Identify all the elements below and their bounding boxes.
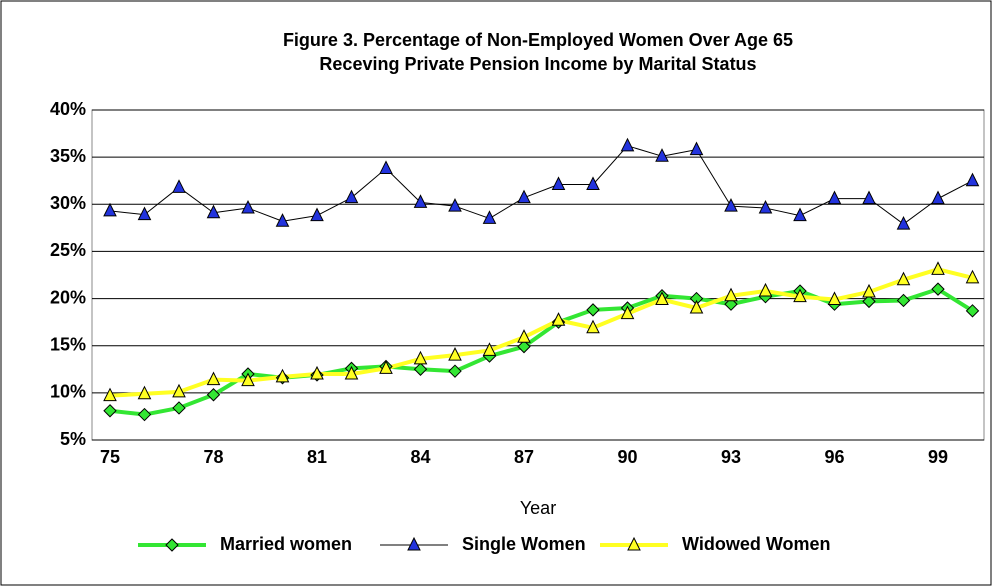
marker <box>172 401 186 415</box>
marker <box>758 282 773 297</box>
marker <box>862 283 876 298</box>
marker <box>551 312 566 326</box>
marker <box>482 342 497 356</box>
series-line <box>109 145 973 225</box>
marker <box>137 206 152 221</box>
marker <box>275 368 290 383</box>
marker <box>517 339 531 354</box>
y-tick-label: 40% <box>50 99 86 119</box>
marker <box>137 385 152 400</box>
x-tick-label: 87 <box>514 447 534 467</box>
legend-label: Married women <box>220 534 352 554</box>
marker <box>206 371 221 386</box>
marker <box>862 190 876 205</box>
x-tick-label: 90 <box>617 447 637 467</box>
marker <box>586 176 600 190</box>
marker <box>724 198 738 212</box>
legend-label: Single Women <box>462 534 586 554</box>
marker <box>103 202 117 217</box>
marker <box>344 365 359 380</box>
marker <box>931 190 945 205</box>
marker <box>413 350 428 365</box>
marker <box>379 360 393 374</box>
marker <box>206 388 221 402</box>
marker <box>793 207 807 222</box>
chart-title: Receving Private Pension Income by Marit… <box>319 54 756 74</box>
marker <box>344 189 359 204</box>
marker <box>448 364 462 378</box>
marker <box>965 304 980 318</box>
y-tick-label: 5% <box>60 429 86 449</box>
marker <box>413 362 428 376</box>
marker <box>310 365 324 380</box>
x-axis-label: Year <box>520 498 556 518</box>
y-tick-label: 30% <box>50 193 86 213</box>
marker <box>724 287 738 302</box>
x-tick-label: 99 <box>928 447 948 467</box>
y-tick-label: 15% <box>50 334 86 354</box>
x-tick-label: 75 <box>100 447 120 467</box>
marker <box>931 282 945 296</box>
series-line <box>109 267 973 398</box>
x-tick-label: 96 <box>824 447 844 467</box>
marker <box>165 538 179 552</box>
marker <box>627 536 641 551</box>
marker <box>172 179 186 193</box>
marker <box>448 198 462 212</box>
marker <box>172 383 186 398</box>
marker <box>517 329 531 343</box>
marker <box>896 271 911 286</box>
y-tick-label: 35% <box>50 146 86 166</box>
x-tick-label: 84 <box>410 447 430 467</box>
plot-area <box>91 109 985 441</box>
x-tick-label: 81 <box>307 447 327 467</box>
marker <box>620 305 635 320</box>
marker <box>137 407 152 422</box>
y-tick-label: 10% <box>50 382 86 402</box>
marker <box>655 291 669 306</box>
marker <box>413 194 428 208</box>
marker <box>448 347 462 361</box>
marker <box>758 199 773 214</box>
marker <box>310 207 324 222</box>
marker <box>517 189 531 204</box>
chart-title: Figure 3. Percentage of Non-Employed Wom… <box>283 30 793 50</box>
y-tick-label: 20% <box>50 287 86 307</box>
marker <box>241 372 255 387</box>
marker <box>275 213 290 227</box>
marker <box>586 303 600 317</box>
marker <box>206 204 221 219</box>
marker <box>379 160 393 174</box>
marker <box>931 261 945 275</box>
marker <box>655 148 669 162</box>
marker <box>965 172 980 187</box>
marker <box>407 536 421 551</box>
marker <box>241 199 255 214</box>
marker <box>827 190 842 205</box>
marker <box>586 319 600 334</box>
marker <box>103 404 117 418</box>
marker <box>862 294 876 309</box>
x-tick-label: 78 <box>203 447 223 467</box>
legend-label: Widowed Women <box>682 534 831 554</box>
marker <box>896 293 911 308</box>
marker <box>620 137 635 152</box>
marker <box>551 176 566 190</box>
marker <box>965 269 980 284</box>
marker <box>103 387 117 402</box>
y-tick-label: 25% <box>50 240 86 260</box>
marker <box>896 215 911 230</box>
marker <box>482 210 497 224</box>
marker <box>689 141 704 156</box>
marker <box>827 291 842 306</box>
marker <box>793 288 807 303</box>
x-tick-label: 93 <box>721 447 741 467</box>
marker <box>689 299 704 314</box>
